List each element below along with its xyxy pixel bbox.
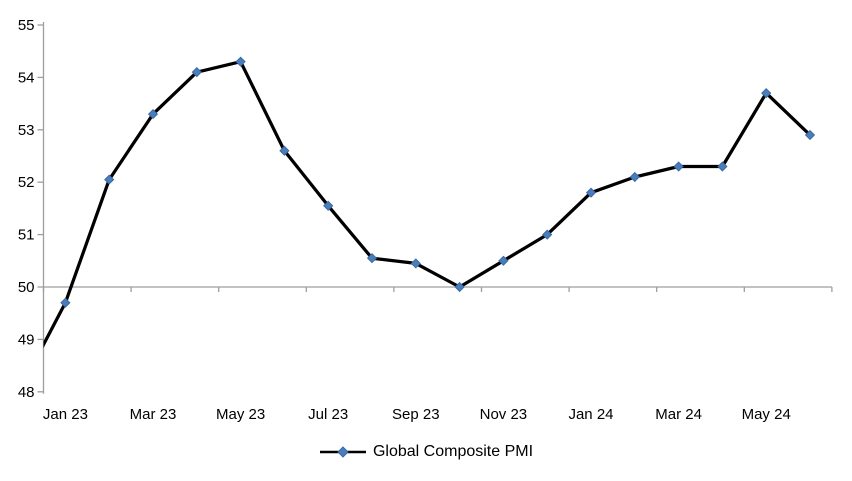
legend-diamond-marker <box>337 446 349 458</box>
y-axis-label: 55 <box>18 17 35 34</box>
y-axis-label: 49 <box>18 331 35 348</box>
pmi-line-chart-canvas: 48 49 50 51 52 53 54 55 Jan 23 Mar 23 May 23 Jul 23… <box>18 17 833 423</box>
y-axis-label: 54 <box>18 69 35 86</box>
data-point-marker <box>104 174 115 185</box>
y-axis-label: 52 <box>18 174 35 191</box>
y-axis-label: 50 <box>18 279 35 296</box>
data-point-marker <box>804 129 816 141</box>
x-axis-label: Nov 23 <box>480 406 528 423</box>
data-point-marker <box>498 255 509 266</box>
data-point-marker <box>454 281 465 293</box>
x-axis-label: Sep 23 <box>392 406 440 423</box>
data-point-marker <box>717 161 728 172</box>
data-point-marker <box>542 229 553 240</box>
x-axis-label: May 24 <box>742 406 791 423</box>
pmi-series-line <box>43 60 812 349</box>
legend-line-marker-sample <box>319 446 366 458</box>
data-point-marker <box>191 67 202 78</box>
x-axis-label: May 23 <box>216 406 265 423</box>
x-axis-label: Mar 23 <box>130 406 177 423</box>
data-point-marker <box>410 258 421 269</box>
x-axis-label: Mar 24 <box>655 406 702 423</box>
data-point-marker <box>366 253 378 264</box>
data-point-marker <box>761 88 772 99</box>
data-point-marker <box>60 297 71 308</box>
data-point-marker <box>585 187 597 198</box>
x-axis-label: Jul 23 <box>308 406 348 423</box>
data-point-marker <box>629 171 640 183</box>
y-axis-label: 48 <box>18 384 35 401</box>
x-axis-label: Jan 23 <box>43 406 88 423</box>
x-axis-label: Jan 24 <box>568 406 613 423</box>
data-point-marker <box>147 108 159 120</box>
y-axis-label: 51 <box>18 227 35 244</box>
legend-label: Global Composite PMI <box>372 443 534 460</box>
data-point-marker <box>279 145 290 156</box>
data-point-marker <box>235 56 246 67</box>
y-axis-label: 53 <box>18 122 35 139</box>
data-point-marker <box>673 161 684 172</box>
legend: Global Composite PMI <box>0 441 852 463</box>
data-point-marker <box>323 200 334 211</box>
